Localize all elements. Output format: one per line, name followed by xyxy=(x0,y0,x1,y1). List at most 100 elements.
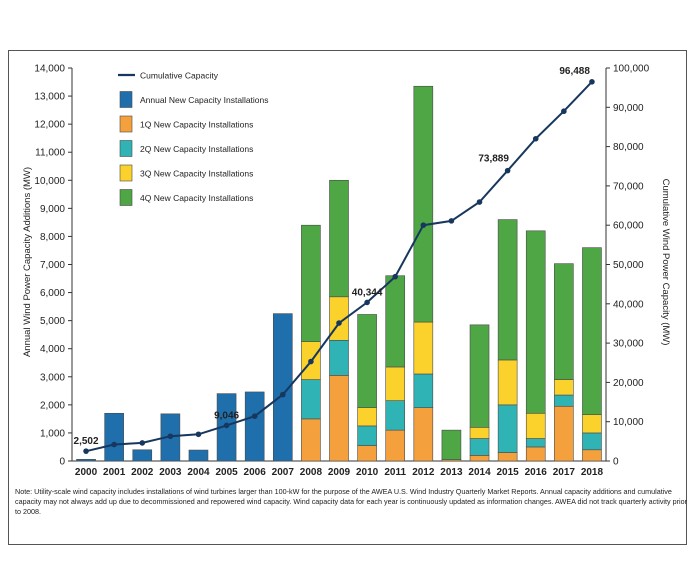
y-tick-label: 1,000 xyxy=(40,428,65,439)
legend-swatch-2 xyxy=(119,115,133,133)
y2-tick-label: 10,000 xyxy=(613,417,644,428)
y2-tick-label: 50,000 xyxy=(613,260,644,271)
bar-q1-2018 xyxy=(582,449,602,462)
x-tick-label: 2010 xyxy=(356,467,379,478)
cumulative-annotation: 2,502 xyxy=(74,436,99,447)
x-tick-label: 2007 xyxy=(272,467,295,478)
bar-q2-2011 xyxy=(385,400,406,431)
y2-tick-label: 100,000 xyxy=(613,64,650,75)
bar-q1-2011 xyxy=(385,429,406,462)
cumulative-line: 2,502 9,046 40,344 73,889 96,488 xyxy=(74,66,595,454)
y-tick-label: 2,000 xyxy=(40,400,65,411)
x-tick-label: 2018 xyxy=(581,467,604,478)
y2-tick-label: 0 xyxy=(613,457,619,468)
y-tick-label: 10,000 xyxy=(34,176,65,187)
y-tick-label: 3,000 xyxy=(40,372,65,383)
y-axis-label: Annual Wind Power Capacity Additions (MW… xyxy=(22,167,33,357)
legend-label: Cumulative Capacity xyxy=(140,71,219,81)
bar-q4-2008 xyxy=(301,224,321,342)
x-tick-label: 2000 xyxy=(75,467,98,478)
legend: Cumulative Capacity Annual New Capacity I… xyxy=(118,71,269,206)
y-tick-label: 7,000 xyxy=(40,260,65,271)
legend-swatch-5 xyxy=(119,189,133,206)
bar-q3-2017 xyxy=(554,379,574,396)
x-tick-label: 2016 xyxy=(525,467,548,478)
legend-label: 2Q New Capacity Installations xyxy=(140,144,253,154)
y2-tick-label: 80,000 xyxy=(613,142,644,153)
cumulative-point-2011 xyxy=(392,273,399,280)
bar-q3-2018 xyxy=(582,414,602,434)
bar-annual-2001 xyxy=(104,412,124,462)
x-tick-label: 2006 xyxy=(244,467,267,478)
cumulative-point-2014 xyxy=(476,199,483,205)
legend-swatch-1 xyxy=(119,91,133,108)
bar-q3-2014 xyxy=(469,427,490,439)
y-tick-label: 6,000 xyxy=(40,288,65,299)
legend-swatch-4 xyxy=(119,164,133,182)
y-tick-label: 0 xyxy=(59,457,65,468)
legend-label: 3Q New Capacity Installations xyxy=(140,169,253,179)
bar-q2-2017 xyxy=(554,394,574,407)
cumulative-point-2003 xyxy=(167,433,174,440)
bar-q4-2014 xyxy=(469,324,490,428)
cumulative-point-2001 xyxy=(111,441,117,448)
bar-q3-2016 xyxy=(525,412,546,439)
cumulative-point-2002 xyxy=(139,440,146,446)
y-axis-ticks: 0 1,000 2,000 3,000 4,000 5,000 6,000 7,000 8,00… xyxy=(34,64,649,468)
bar-q4-2018 xyxy=(582,247,602,415)
cumulative-point-2004 xyxy=(195,431,202,438)
legend-label: Annual New Capacity Installations xyxy=(140,95,269,105)
chart-note: Note: Utility-scale wind capacity includ… xyxy=(15,487,687,516)
x-tick-label: 2009 xyxy=(328,467,351,478)
bar-q4-2011 xyxy=(385,275,406,368)
bar-q3-2012 xyxy=(413,321,434,375)
bar-q3-2015 xyxy=(497,359,518,406)
y-tick-label: 5,000 xyxy=(40,316,65,327)
bars xyxy=(76,85,602,462)
bar-q2-2010 xyxy=(357,425,377,446)
y-tick-label: 12,000 xyxy=(34,120,65,131)
bar-q2-2009 xyxy=(329,339,349,376)
y-tick-label: 4,000 xyxy=(40,344,65,355)
cumulative-annotation: 96,488 xyxy=(559,66,590,77)
y2-tick-label: 90,000 xyxy=(613,103,644,114)
cumulative-point-2009 xyxy=(336,320,342,326)
bar-q2-2014 xyxy=(469,438,490,456)
cumulative-point-2005 xyxy=(223,422,230,429)
y2-tick-label: 20,000 xyxy=(613,378,644,389)
bar-q1-2014 xyxy=(469,455,490,462)
bar-annual-2006 xyxy=(244,391,265,462)
bar-annual-2002 xyxy=(132,449,153,462)
bar-annual-2000 xyxy=(76,459,96,462)
bar-q1-2017 xyxy=(554,405,574,462)
bar-q1-2012 xyxy=(413,407,434,462)
bar-q4-2010 xyxy=(357,314,377,408)
x-tick-label: 2001 xyxy=(103,467,126,478)
cumulative-point-2016 xyxy=(532,135,539,142)
cumulative-point-2015 xyxy=(504,167,511,174)
x-axis-ticks: 2000 2001 2002 2003 2004 2005 2006 2007 2008 2009… xyxy=(75,467,604,478)
y-tick-label: 13,000 xyxy=(34,92,65,103)
cumulative-point-2008 xyxy=(308,358,314,365)
x-tick-label: 2014 xyxy=(468,467,491,478)
bar-q4-2015 xyxy=(497,219,518,361)
y-tick-label: 11,000 xyxy=(35,148,65,159)
bar-q2-2008 xyxy=(301,379,321,420)
legend-label: 4Q New Capacity Installations xyxy=(140,193,253,203)
bar-q1-2008 xyxy=(301,418,321,462)
cumulative-point-2007 xyxy=(279,391,286,398)
y-tick-label: 14,000 xyxy=(34,64,65,75)
bar-annual-2007 xyxy=(272,313,293,462)
x-tick-label: 2003 xyxy=(159,467,182,478)
y2-axis-label: Cumulative Wind Power Capacity (MW) xyxy=(660,179,671,346)
bar-q2-2012 xyxy=(413,373,434,408)
bar-q1-2015 xyxy=(497,452,518,462)
bar-q2-2015 xyxy=(497,404,518,453)
x-tick-label: 2015 xyxy=(497,467,520,478)
cumulative-point-2018 xyxy=(589,79,595,85)
cumulative-annotation: 9,046 xyxy=(214,410,239,421)
legend-label: 1Q New Capacity Installations xyxy=(140,120,253,130)
bar-q2-2018 xyxy=(582,432,602,451)
x-tick-label: 2012 xyxy=(412,467,435,478)
